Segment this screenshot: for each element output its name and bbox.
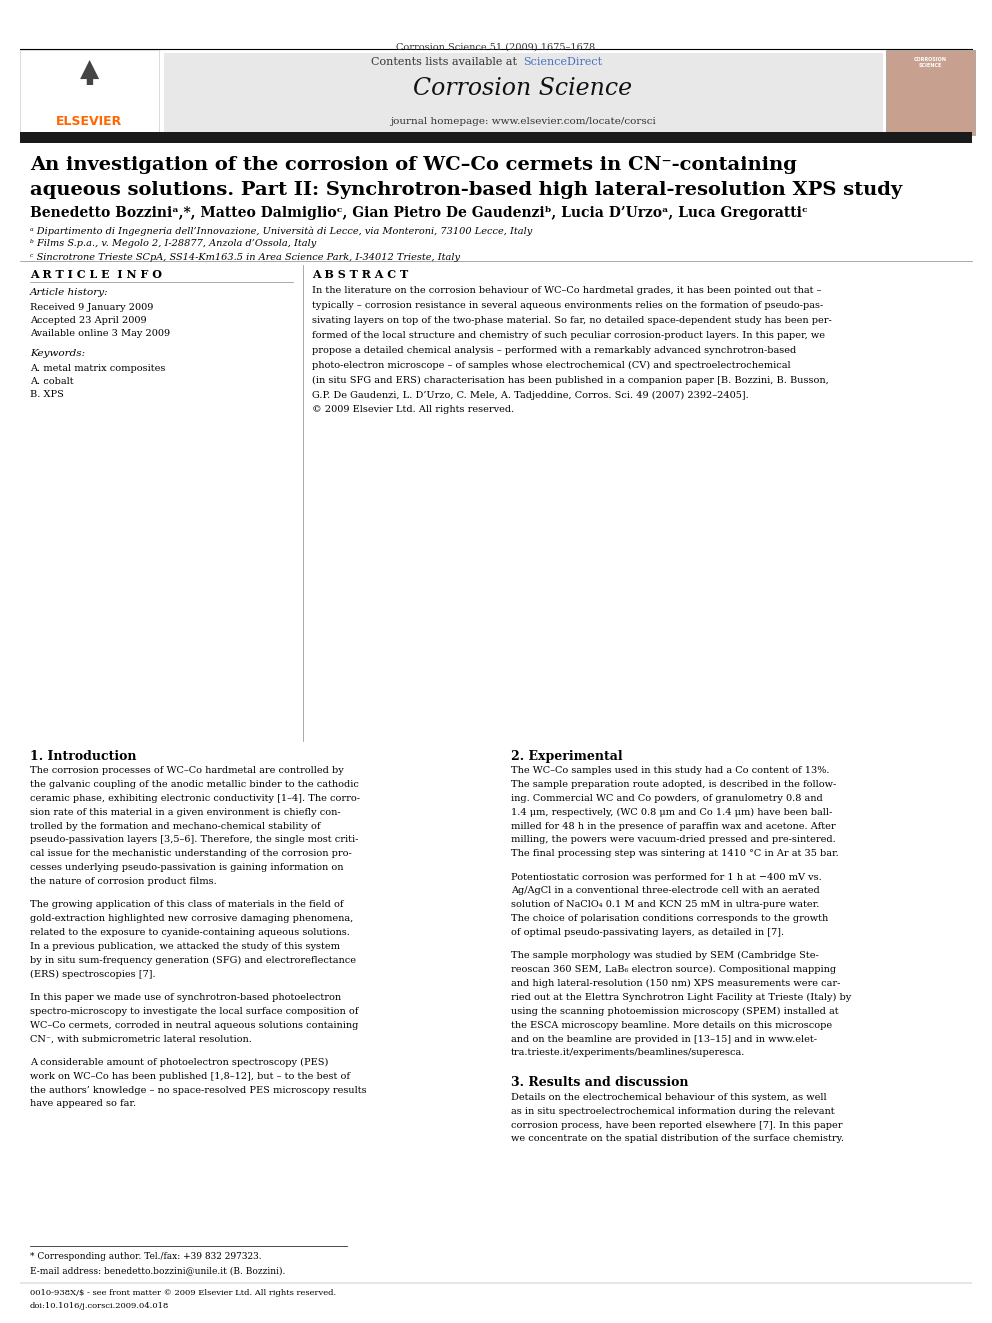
Text: The sample morphology was studied by SEM (Cambridge Ste-: The sample morphology was studied by SEM… [511,951,818,960]
Text: as in situ spectroelectrochemical information during the relevant: as in situ spectroelectrochemical inform… [511,1107,834,1115]
Text: An investigation of the corrosion of WC–Co cermets in CN⁻-containing: An investigation of the corrosion of WC–… [30,156,797,175]
Text: milled for 48 h in the presence of paraffin wax and acetone. After: milled for 48 h in the presence of paraf… [511,822,835,831]
Text: B. XPS: B. XPS [30,390,63,400]
Text: Corrosion Science: Corrosion Science [414,77,632,99]
Text: A B S T R A C T: A B S T R A C T [312,269,409,279]
Text: ᵃ Dipartimento di Ingegneria dell’Innovazione, Università di Lecce, via Monteron: ᵃ Dipartimento di Ingegneria dell’Innova… [30,226,532,235]
Text: In a previous publication, we attacked the study of this system: In a previous publication, we attacked t… [30,942,339,951]
Text: Contents lists available at: Contents lists available at [371,57,521,67]
Text: * Corresponding author. Tel./fax: +39 832 297323.: * Corresponding author. Tel./fax: +39 83… [30,1252,261,1261]
Text: ᶜ Sincrotrone Trieste SCpA, SS14-Km163.5 in Area Science Park, I-34012 Trieste, : ᶜ Sincrotrone Trieste SCpA, SS14-Km163.5… [30,253,459,262]
Text: ■: ■ [85,77,93,86]
Text: photo-electron microscope – of samples whose electrochemical (CV) and spectroele: photo-electron microscope – of samples w… [312,360,791,369]
Text: Keywords:: Keywords: [30,349,85,359]
Text: sivating layers on top of the two-phase material. So far, no detailed space-depe: sivating layers on top of the two-phase … [312,316,832,324]
Text: Received 9 January 2009: Received 9 January 2009 [30,303,153,312]
Text: milling, the powers were vacuum-dried pressed and pre-sintered.: milling, the powers were vacuum-dried pr… [511,836,835,844]
Text: propose a detailed chemical analysis – performed with a remarkably advanced sync: propose a detailed chemical analysis – p… [312,345,797,355]
Text: E-mail address: benedetto.bozzini@unile.it (B. Bozzini).: E-mail address: benedetto.bozzini@unile.… [30,1266,285,1275]
Text: 2. Experimental: 2. Experimental [511,750,623,763]
Text: The growing application of this class of materials in the field of: The growing application of this class of… [30,901,343,909]
Text: using the scanning photoemission microscopy (SPEM) installed at: using the scanning photoemission microsc… [511,1007,838,1016]
Text: solution of NaClO₄ 0.1 M and KCN 25 mM in ultra-pure water.: solution of NaClO₄ 0.1 M and KCN 25 mM i… [511,901,819,909]
Text: trolled by the formation and mechano-chemical stability of: trolled by the formation and mechano-che… [30,822,320,831]
Text: Ag/AgCl in a conventional three-electrode cell with an aerated: Ag/AgCl in a conventional three-electrod… [511,886,819,896]
Text: ▲: ▲ [79,57,99,81]
Text: aqueous solutions. Part II: Synchrotron-based high lateral-resolution XPS study: aqueous solutions. Part II: Synchrotron-… [30,181,902,200]
Text: reoscan 360 SEM, LaB₆ electron source). Compositional mapping: reoscan 360 SEM, LaB₆ electron source). … [511,966,836,974]
Text: Details on the electrochemical behaviour of this system, as well: Details on the electrochemical behaviour… [511,1093,826,1102]
Text: ELSEVIER: ELSEVIER [57,115,122,128]
Bar [20,132,972,143]
Text: the galvanic coupling of the anodic metallic binder to the cathodic: the galvanic coupling of the anodic meta… [30,779,359,789]
Text: Potentiostatic corrosion was performed for 1 h at −400 mV vs.: Potentiostatic corrosion was performed f… [511,873,821,881]
Text: of optimal pseudo-passivating layers, as detailed in [7].: of optimal pseudo-passivating layers, as… [511,929,784,937]
Text: and on the beamline are provided in [13–15] and in www.elet-: and on the beamline are provided in [13–… [511,1035,816,1044]
Text: Accepted 23 April 2009: Accepted 23 April 2009 [30,316,147,325]
Text: journal homepage: www.elsevier.com/locate/corsci: journal homepage: www.elsevier.com/locat… [390,116,656,126]
Text: doi:10.1016/j.corsci.2009.04.018: doi:10.1016/j.corsci.2009.04.018 [30,1302,169,1310]
Text: © 2009 Elsevier Ltd. All rights reserved.: © 2009 Elsevier Ltd. All rights reserved… [312,405,515,414]
Text: ceramic phase, exhibiting electronic conductivity [1–4]. The corro-: ceramic phase, exhibiting electronic con… [30,794,360,803]
Text: (ERS) spectroscopies [7].: (ERS) spectroscopies [7]. [30,970,156,979]
Text: related to the exposure to cyanide-containing aqueous solutions.: related to the exposure to cyanide-conta… [30,929,349,937]
Bar [20,50,159,136]
Text: Benedetto Bozziniᵃ,*, Matteo Dalmiglioᶜ, Gian Pietro De Gaudenziᵇ, Lucia D’Urzoᵃ: Benedetto Bozziniᵃ,*, Matteo Dalmiglioᶜ,… [30,206,807,221]
Text: corrosion process, have been reported elsewhere [7]. In this paper: corrosion process, have been reported el… [511,1121,842,1130]
Bar [164,53,883,132]
Text: ScienceDirect: ScienceDirect [523,57,602,67]
Text: The final processing step was sintering at 1410 °C in Ar at 35 bar.: The final processing step was sintering … [511,849,838,859]
Text: have appeared so far.: have appeared so far. [30,1099,136,1109]
Text: sion rate of this material in a given environment is chiefly con-: sion rate of this material in a given en… [30,807,340,816]
Text: Article history:: Article history: [30,288,108,298]
Text: CN⁻, with submicrometric lateral resolution.: CN⁻, with submicrometric lateral resolut… [30,1035,252,1044]
Text: A considerable amount of photoelectron spectroscopy (PES): A considerable amount of photoelectron s… [30,1058,328,1066]
Text: The corrosion processes of WC–Co hardmetal are controlled by: The corrosion processes of WC–Co hardmet… [30,766,343,775]
Text: ing. Commercial WC and Co powders, of granulometry 0.8 and: ing. Commercial WC and Co powders, of gr… [511,794,822,803]
Text: 0010-938X/$ - see front matter © 2009 Elsevier Ltd. All rights reserved.: 0010-938X/$ - see front matter © 2009 El… [30,1289,336,1297]
Text: (in situ SFG and ERS) characterisation has been published in a companion paper [: (in situ SFG and ERS) characterisation h… [312,376,829,385]
Text: ᵇ Films S.p.a., v. Megolo 2, I-28877, Anzola d’Ossola, Italy: ᵇ Films S.p.a., v. Megolo 2, I-28877, An… [30,239,316,249]
Text: typically – corrosion resistance in several aqueous environments relies on the f: typically – corrosion resistance in seve… [312,300,823,310]
Text: cal issue for the mechanistic understanding of the corrosion pro-: cal issue for the mechanistic understand… [30,849,351,859]
Text: work on WC–Co has been published [1,8–12], but – to the best of: work on WC–Co has been published [1,8–12… [30,1072,350,1081]
Text: the ESCA microscopy beamline. More details on this microscope: the ESCA microscopy beamline. More detai… [511,1021,832,1029]
Text: and high lateral-resolution (150 nm) XPS measurements were car-: and high lateral-resolution (150 nm) XPS… [511,979,840,988]
Text: WC–Co cermets, corroded in neutral aqueous solutions containing: WC–Co cermets, corroded in neutral aqueo… [30,1021,358,1029]
Text: cesses underlying pseudo-passivation is gaining information on: cesses underlying pseudo-passivation is … [30,864,343,872]
Text: The choice of polarisation conditions corresponds to the growth: The choice of polarisation conditions co… [511,914,828,923]
Text: the nature of corrosion product films.: the nature of corrosion product films. [30,877,216,886]
Text: The WC–Co samples used in this study had a Co content of 13%.: The WC–Co samples used in this study had… [511,766,829,775]
Text: In the literature on the corrosion behaviour of WC–Co hardmetal grades, it has b: In the literature on the corrosion behav… [312,286,822,295]
Text: pseudo-passivation layers [3,5–6]. Therefore, the single most criti-: pseudo-passivation layers [3,5–6]. There… [30,836,358,844]
Text: 1.4 μm, respectively, (WC 0.8 μm and Co 1.4 μm) have been ball-: 1.4 μm, respectively, (WC 0.8 μm and Co … [511,807,832,816]
Text: A R T I C L E  I N F O: A R T I C L E I N F O [30,269,162,279]
Text: ried out at the Elettra Synchrotron Light Facility at Trieste (Italy) by: ried out at the Elettra Synchrotron Ligh… [511,994,851,1002]
Text: 1. Introduction: 1. Introduction [30,750,136,763]
Text: The sample preparation route adopted, is described in the follow-: The sample preparation route adopted, is… [511,779,836,789]
Text: In this paper we made use of synchrotron-based photoelectron: In this paper we made use of synchrotron… [30,994,341,1002]
Text: G.P. De Gaudenzi, L. D’Urzo, C. Mele, A. Tadjeddine, Corros. Sci. 49 (2007) 2392: G.P. De Gaudenzi, L. D’Urzo, C. Mele, A.… [312,390,749,400]
Text: A. metal matrix composites: A. metal matrix composites [30,364,165,373]
Bar [886,50,975,135]
Text: we concentrate on the spatial distribution of the surface chemistry.: we concentrate on the spatial distributi… [511,1135,844,1143]
Text: tra.trieste.it/experiments/beamlines/superesca.: tra.trieste.it/experiments/beamlines/sup… [511,1049,745,1057]
Text: Corrosion Science 51 (2009) 1675–1678: Corrosion Science 51 (2009) 1675–1678 [397,42,595,52]
Text: spectro-microscopy to investigate the local surface composition of: spectro-microscopy to investigate the lo… [30,1007,358,1016]
Text: by in situ sum-frequency generation (SFG) and electroreflectance: by in situ sum-frequency generation (SFG… [30,957,356,964]
Text: A. cobalt: A. cobalt [30,377,73,386]
Text: the authors’ knowledge – no space-resolved PES microscopy results: the authors’ knowledge – no space-resolv… [30,1086,366,1094]
Text: 3. Results and discussion: 3. Results and discussion [511,1076,688,1089]
Text: formed of the local structure and chemistry of such peculiar corrosion-product l: formed of the local structure and chemis… [312,331,825,340]
Text: CORROSION
SCIENCE: CORROSION SCIENCE [914,57,947,67]
Text: gold-extraction highlighted new corrosive damaging phenomena,: gold-extraction highlighted new corrosiv… [30,914,353,923]
Text: Available online 3 May 2009: Available online 3 May 2009 [30,329,170,339]
